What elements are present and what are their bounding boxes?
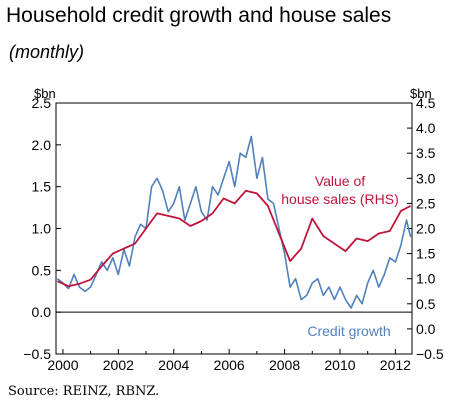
- y-right-tick-label: 1.5: [416, 246, 436, 262]
- x-tick-label: 2010: [324, 357, 355, 373]
- x-tick-label: 2012: [380, 357, 411, 373]
- y-left-tick-label: −0.5: [23, 346, 51, 362]
- plot-frame: [55, 102, 413, 355]
- annotation-credit: Credit growth: [307, 323, 390, 339]
- y-right-tick-label: 4.0: [416, 120, 436, 136]
- x-tick-label: 2006: [214, 357, 245, 373]
- y-right-tick-label: 3.0: [416, 170, 436, 186]
- y-left-tick-label: 1.5: [32, 179, 52, 195]
- y-right-tick-label: −0.5: [416, 346, 444, 362]
- y-right-tick-label: 0.0: [416, 321, 436, 337]
- x-tick-label: 2004: [158, 357, 189, 373]
- y-left-tick-label: 2.5: [32, 95, 52, 111]
- y-right-tick-label: 2.0: [416, 221, 436, 237]
- house-sales-line: [57, 189, 412, 288]
- chart-title: Household credit growth and house sales: [6, 4, 392, 27]
- credit-growth-line: [56, 135, 412, 309]
- x-tick-label: 2002: [103, 357, 134, 373]
- y-right-tick-label: 2.5: [416, 195, 436, 211]
- chart-subtitle: (monthly): [9, 42, 85, 62]
- chart-source: Source: REINZ, RBNZ.: [8, 384, 160, 399]
- y-right-tick-label: 1.0: [416, 271, 436, 287]
- y-left-tick-label: 0.5: [32, 262, 52, 278]
- y-left-unit: $bn: [34, 86, 56, 101]
- annotation-sales-line2: house sales (RHS): [281, 191, 399, 207]
- annotation-sales-line1: Value of: [315, 173, 365, 189]
- y-right-tick-label: 3.5: [416, 145, 436, 161]
- y-right-unit: $bn: [410, 86, 432, 101]
- y-left-tick-label: 0.0: [32, 304, 52, 320]
- x-tick-label: 2000: [47, 357, 78, 373]
- y-left-tick-label: 1.0: [32, 221, 52, 237]
- y-left-tick-label: 2.0: [32, 137, 52, 153]
- y-right-tick-label: 4.5: [416, 95, 436, 111]
- x-tick-label: 2008: [269, 357, 300, 373]
- y-right-tick-label: 0.5: [416, 296, 436, 312]
